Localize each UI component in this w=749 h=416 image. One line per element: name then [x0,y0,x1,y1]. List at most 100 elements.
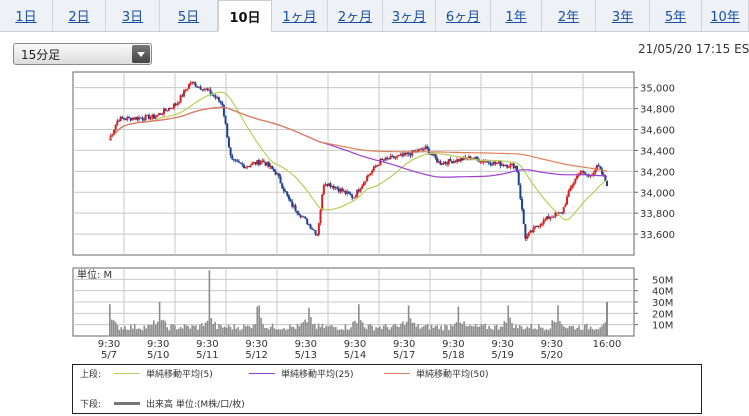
volume-bar [110,319,113,336]
volume-bar [300,323,303,336]
volume-bar [262,323,264,336]
volume-bar [141,330,144,336]
volume-bar [469,325,471,336]
volume-bar [243,324,245,336]
candle-body [172,103,175,108]
candle-body [487,161,490,163]
candle-body [146,114,149,116]
candle-body [442,162,445,165]
tab-3[interactable]: 5日 [160,0,218,31]
tab-4[interactable]: 10日 [218,0,272,32]
volume-bar [476,326,479,336]
volume-bar [336,329,339,336]
candle-body [306,218,309,225]
volume-bar [342,329,345,336]
candle-body [359,188,362,192]
candle-body [384,157,387,161]
volume-bar [166,327,169,336]
candle-body [529,230,532,233]
candle-body [581,170,584,173]
volume-bar [562,326,565,336]
candle-body [354,196,357,198]
volume-bar [526,326,529,336]
volume-bar [451,326,454,336]
candle-body [269,165,272,167]
candle-body [459,158,462,162]
candle-body [476,156,479,159]
volume-bar [566,328,569,336]
candle-body [121,116,124,119]
candle-body [111,134,114,136]
volume-bar [402,321,404,336]
x-tick-date: 5/13 [295,350,317,361]
volume-bar [344,324,347,336]
interval-select[interactable]: 15分足 [13,43,152,65]
candle-body [161,113,164,115]
candle-body [237,161,240,163]
candle-body [219,100,222,103]
volume-ytick-label: 10M [652,321,673,332]
volume-ytick-label: 20M [652,309,673,320]
volume-bar [532,329,534,336]
price-ytick-label: 34,600 [640,126,675,137]
candle-body [432,154,435,156]
volume-bar [467,326,469,336]
tab-10[interactable]: 2年 [542,0,596,31]
volume-bar [222,327,224,336]
candle-body [247,166,250,168]
candle-body [242,164,245,169]
volume-bar [273,328,276,336]
volume-bar [348,329,351,336]
volume-bar [432,327,435,336]
tab-7[interactable]: 3ヶ月 [383,0,436,31]
candle-body [169,107,172,109]
volume-bar [323,328,326,336]
volume-bar [392,325,395,336]
tab-1[interactable]: 2日 [53,0,106,31]
tab-9[interactable]: 1年 [491,0,542,31]
volume-bar [486,329,488,336]
volume-bar [551,320,554,336]
tab-11[interactable]: 3年 [596,0,650,31]
candle-body [521,198,524,210]
candle-body [314,230,317,235]
legend-item-ma50: 単純移動平均(50) [384,367,488,380]
tab-12[interactable]: 5年 [650,0,702,31]
x-tick-time: 9:30 [491,339,513,350]
volume-bar [281,329,283,336]
volume-bar [363,327,366,336]
candle-body [561,212,564,214]
volume-bar [193,325,195,336]
candle-body [571,185,574,188]
candle-body [284,191,287,193]
candle-body [162,108,165,114]
volume-ytick-label: 40M [652,287,673,298]
tab-5[interactable]: 1ヶ月 [272,0,328,31]
candle-body [524,224,527,239]
tab-0[interactable]: 1日 [0,0,53,31]
candle-body [451,161,454,164]
candle-body [449,159,452,162]
volume-bar [396,326,398,336]
volume-bar [254,324,257,336]
tab-6[interactable]: 2ヶ月 [328,0,383,31]
candle-body [576,175,579,179]
candle-body [499,161,502,166]
volume-bar [513,327,515,336]
volume-bar [139,328,142,336]
volume-bar [212,323,215,336]
chevron-down-icon[interactable] [132,45,150,63]
candle-body [241,163,244,165]
volume-bar [151,324,153,336]
legend-swatch-volume [114,401,140,405]
volume-bar [275,329,278,336]
candle-body [127,117,130,119]
candle-body [569,187,572,191]
tab-8[interactable]: 6ヶ月 [436,0,491,31]
volume-bar [350,327,352,336]
candle-body [394,157,397,159]
candle-body [514,165,517,169]
tab-2[interactable]: 3日 [106,0,160,31]
volume-bar [244,326,247,336]
volume-bar [183,324,186,336]
